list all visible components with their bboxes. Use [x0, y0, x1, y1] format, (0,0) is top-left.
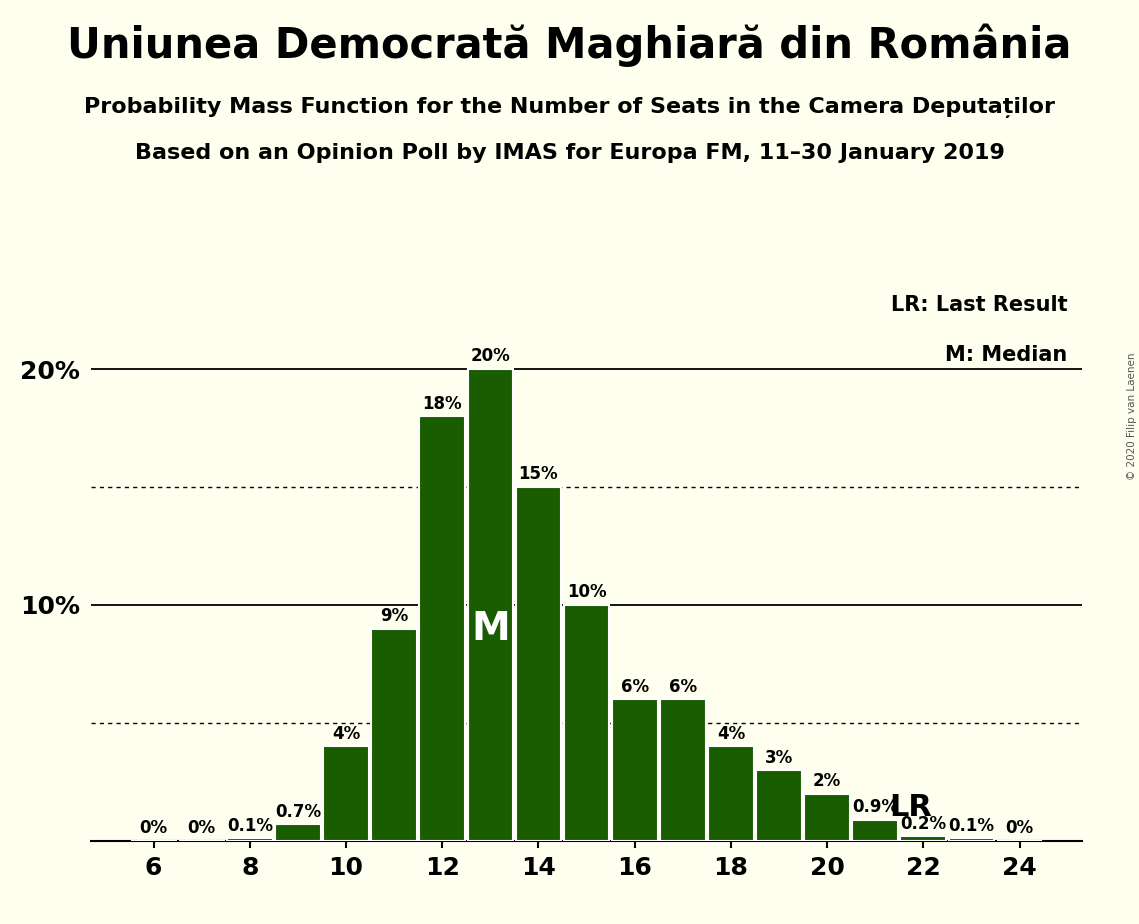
Text: 9%: 9% — [380, 607, 408, 625]
Text: 4%: 4% — [331, 725, 360, 743]
Bar — [949, 838, 994, 841]
Text: 6%: 6% — [621, 677, 649, 696]
Bar — [852, 820, 898, 841]
Bar — [227, 838, 272, 841]
Text: 18%: 18% — [423, 395, 462, 413]
Bar — [276, 824, 321, 841]
Text: 0.2%: 0.2% — [900, 815, 947, 833]
Bar — [516, 487, 562, 841]
Text: 0.1%: 0.1% — [227, 817, 273, 835]
Text: Based on an Opinion Poll by IMAS for Europa FM, 11–30 January 2019: Based on an Opinion Poll by IMAS for Eur… — [134, 143, 1005, 164]
Bar — [659, 699, 706, 841]
Text: M: M — [472, 610, 510, 648]
Text: 4%: 4% — [716, 725, 745, 743]
Text: LR: Last Result: LR: Last Result — [891, 295, 1067, 315]
Bar — [419, 416, 465, 841]
Text: Probability Mass Function for the Number of Seats in the Camera Deputaților: Probability Mass Function for the Number… — [84, 97, 1055, 118]
Text: 10%: 10% — [567, 583, 606, 602]
Bar — [756, 770, 802, 841]
Text: Uniunea Democrată Maghiară din România: Uniunea Democrată Maghiară din România — [67, 23, 1072, 67]
Bar — [612, 699, 657, 841]
Text: LR: LR — [890, 794, 933, 822]
Text: 0%: 0% — [188, 820, 215, 837]
Text: 0.9%: 0.9% — [852, 798, 899, 816]
Text: 0%: 0% — [140, 820, 167, 837]
Bar — [467, 369, 514, 841]
Bar — [323, 747, 369, 841]
Text: 15%: 15% — [518, 466, 558, 483]
Text: 20%: 20% — [470, 347, 510, 366]
Text: M: Median: M: Median — [945, 345, 1067, 365]
Text: 0%: 0% — [1006, 820, 1033, 837]
Text: 6%: 6% — [669, 677, 697, 696]
Text: 0.1%: 0.1% — [949, 817, 994, 835]
Text: 0.7%: 0.7% — [274, 803, 321, 821]
Bar — [804, 794, 850, 841]
Text: 3%: 3% — [765, 748, 793, 767]
Bar — [901, 836, 947, 841]
Bar — [371, 628, 417, 841]
Bar — [708, 747, 754, 841]
Text: © 2020 Filip van Laenen: © 2020 Filip van Laenen — [1126, 352, 1137, 480]
Text: 2%: 2% — [813, 772, 842, 790]
Bar — [564, 605, 609, 841]
